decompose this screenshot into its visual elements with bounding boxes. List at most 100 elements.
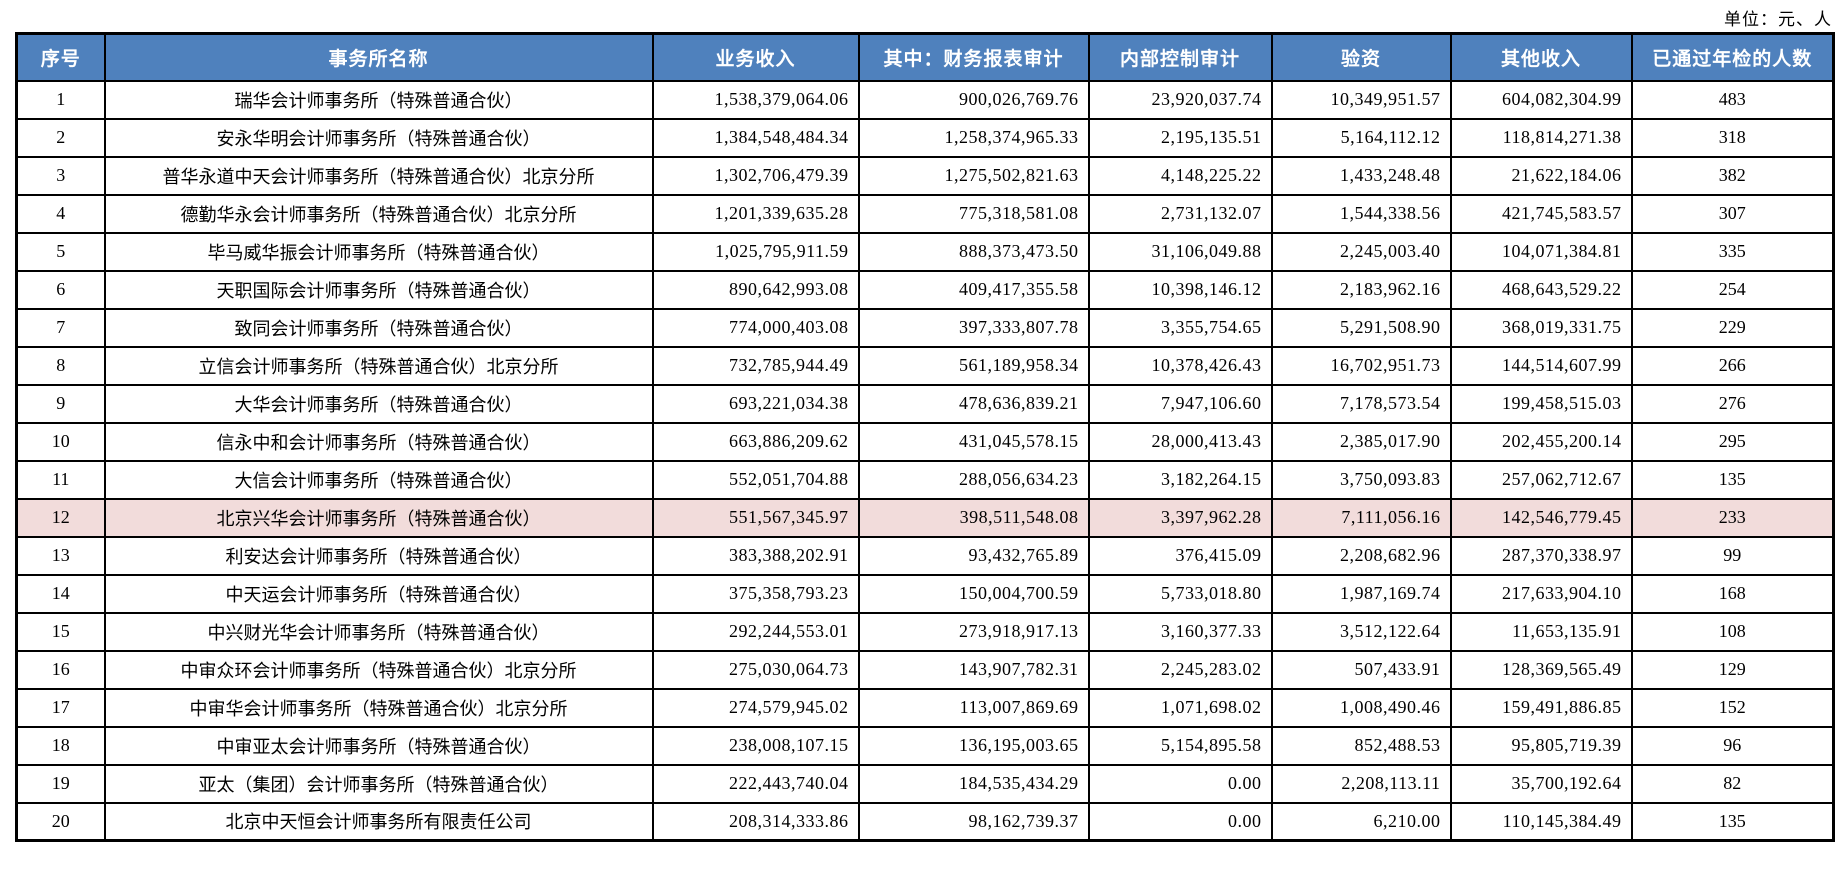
cell-fs_audit: 397,333,807.78 (857, 307, 1090, 348)
cell-staff: 335 (1630, 231, 1835, 272)
cell-fs_audit: 398,511,548.08 (857, 497, 1090, 538)
cell-other: 95,805,719.39 (1449, 725, 1633, 766)
cell-no: 7 (15, 307, 106, 348)
cell-no: 20 (15, 801, 106, 842)
cell-revenue: 383,388,202.91 (651, 535, 860, 576)
cell-no: 2 (15, 117, 106, 158)
cell-revenue: 552,051,704.88 (651, 459, 860, 500)
table-row: 6 天职国际会计师事务所（特殊普通合伙） 890,642,993.08 409,417… (15, 269, 1835, 310)
table-row: 18 中审亚太会计师事务所（特殊普通合伙） 238,008,107.15 136,19… (15, 725, 1835, 766)
cell-no: 4 (15, 193, 106, 234)
cell-ic_audit: 2,731,132.07 (1087, 193, 1273, 234)
cell-capital: 1,008,490.46 (1270, 687, 1452, 728)
col-header-other-income: 其他收入 (1449, 32, 1633, 82)
cell-fs_audit: 273,918,917.13 (857, 611, 1090, 652)
cell-fs_audit: 93,432,765.89 (857, 535, 1090, 576)
cell-staff: 135 (1630, 459, 1835, 500)
cell-no: 5 (15, 231, 106, 272)
cell-other: 368,019,331.75 (1449, 307, 1633, 348)
cell-name: 中审华会计师事务所（特殊普通合伙）北京分所 (103, 687, 654, 728)
cell-capital: 7,111,056.16 (1270, 497, 1452, 538)
cell-fs_audit: 775,318,581.08 (857, 193, 1090, 234)
table-row: 5 毕马威华振会计师事务所（特殊普通合伙） 1,025,795,911.59 888,… (15, 231, 1835, 272)
cell-staff: 276 (1630, 383, 1835, 424)
cell-revenue: 208,314,333.86 (651, 801, 860, 842)
cell-other: 421,745,583.57 (1449, 193, 1633, 234)
cell-ic_audit: 5,154,895.58 (1087, 725, 1273, 766)
cell-fs_audit: 288,056,634.23 (857, 459, 1090, 500)
cell-revenue: 693,221,034.38 (651, 383, 860, 424)
cell-staff: 129 (1630, 649, 1835, 690)
cell-ic_audit: 3,355,754.65 (1087, 307, 1273, 348)
cell-name: 立信会计师事务所（特殊普通合伙）北京分所 (103, 345, 654, 386)
cell-revenue: 222,443,740.04 (651, 763, 860, 804)
cell-other: 11,653,135.91 (1449, 611, 1633, 652)
cell-fs_audit: 98,162,739.37 (857, 801, 1090, 842)
col-header-ic-audit: 内部控制审计 (1087, 32, 1273, 82)
cell-fs_audit: 1,275,502,821.63 (857, 155, 1090, 196)
cell-ic_audit: 10,378,426.43 (1087, 345, 1273, 386)
cell-ic_audit: 2,245,283.02 (1087, 649, 1273, 690)
cell-name: 瑞华会计师事务所（特殊普通合伙） (103, 79, 654, 120)
cell-no: 8 (15, 345, 106, 386)
cell-capital: 2,385,017.90 (1270, 421, 1452, 462)
cell-other: 144,514,607.99 (1449, 345, 1633, 386)
cell-staff: 96 (1630, 725, 1835, 766)
cell-no: 19 (15, 763, 106, 804)
cell-no: 3 (15, 155, 106, 196)
col-header-fs-audit: 其中：财务报表审计 (857, 32, 1090, 82)
cell-capital: 7,178,573.54 (1270, 383, 1452, 424)
cell-capital: 5,164,112.12 (1270, 117, 1452, 158)
cell-no: 15 (15, 611, 106, 652)
cell-capital: 852,488.53 (1270, 725, 1452, 766)
cell-no: 18 (15, 725, 106, 766)
table-row: 8 立信会计师事务所（特殊普通合伙）北京分所 732,785,944.49 561,1… (15, 345, 1835, 386)
cell-other: 35,700,192.64 (1449, 763, 1633, 804)
cell-staff: 318 (1630, 117, 1835, 158)
cell-no: 9 (15, 383, 106, 424)
table-row: 1 瑞华会计师事务所（特殊普通合伙） 1,538,379,064.06 900,026… (15, 79, 1835, 120)
cell-name: 信永中和会计师事务所（特殊普通合伙） (103, 421, 654, 462)
cell-staff: 295 (1630, 421, 1835, 462)
cell-capital: 5,291,508.90 (1270, 307, 1452, 348)
unit-label: 单位：元、人 (1724, 10, 1832, 29)
cell-staff: 254 (1630, 269, 1835, 310)
cell-other: 257,062,712.67 (1449, 459, 1633, 500)
table-row: 12 北京兴华会计师事务所（特殊普通合伙） 551,567,345.97 398,51… (15, 497, 1835, 538)
table-row: 20 北京中天恒会计师事务所有限责任公司 208,314,333.86 98,162,… (15, 801, 1835, 842)
table-row: 17 中审华会计师事务所（特殊普通合伙）北京分所 274,579,945.02 113… (15, 687, 1835, 728)
cell-ic_audit: 28,000,413.43 (1087, 421, 1273, 462)
cell-capital: 507,433.91 (1270, 649, 1452, 690)
cell-staff: 233 (1630, 497, 1835, 538)
cell-ic_audit: 5,733,018.80 (1087, 573, 1273, 614)
cell-no: 11 (15, 459, 106, 500)
table-row: 15 中兴财光华会计师事务所（特殊普通合伙） 292,244,553.01 273,9… (15, 611, 1835, 652)
cell-no: 12 (15, 497, 106, 538)
cell-ic_audit: 10,398,146.12 (1087, 269, 1273, 310)
cell-staff: 266 (1630, 345, 1835, 386)
cell-no: 17 (15, 687, 106, 728)
cell-other: 199,458,515.03 (1449, 383, 1633, 424)
cell-name: 天职国际会计师事务所（特殊普通合伙） (103, 269, 654, 310)
cell-staff: 135 (1630, 801, 1835, 842)
cell-staff: 483 (1630, 79, 1835, 120)
cell-fs_audit: 136,195,003.65 (857, 725, 1090, 766)
cell-staff: 152 (1630, 687, 1835, 728)
cell-ic_audit: 2,195,135.51 (1087, 117, 1273, 158)
cell-other: 21,622,184.06 (1449, 155, 1633, 196)
cell-other: 604,082,304.99 (1449, 79, 1633, 120)
cell-name: 中审亚太会计师事务所（特殊普通合伙） (103, 725, 654, 766)
cell-no: 1 (15, 79, 106, 120)
cell-name: 大信会计师事务所（特殊普通合伙） (103, 459, 654, 500)
accounting-firms-table: 序号 事务所名称 业务收入 其中：财务报表审计 内部控制审计 验资 其他收入 已… (15, 32, 1835, 842)
cell-other: 128,369,565.49 (1449, 649, 1633, 690)
cell-ic_audit: 376,415.09 (1087, 535, 1273, 576)
cell-name: 利安达会计师事务所（特殊普通合伙） (103, 535, 654, 576)
cell-fs_audit: 1,258,374,965.33 (857, 117, 1090, 158)
cell-name: 毕马威华振会计师事务所（特殊普通合伙） (103, 231, 654, 272)
cell-capital: 2,183,962.16 (1270, 269, 1452, 310)
cell-no: 16 (15, 649, 106, 690)
cell-name: 普华永道中天会计师事务所（特殊普通合伙）北京分所 (103, 155, 654, 196)
cell-name: 安永华明会计师事务所（特殊普通合伙） (103, 117, 654, 158)
header-row: 序号 事务所名称 业务收入 其中：财务报表审计 内部控制审计 验资 其他收入 已… (15, 32, 1835, 82)
